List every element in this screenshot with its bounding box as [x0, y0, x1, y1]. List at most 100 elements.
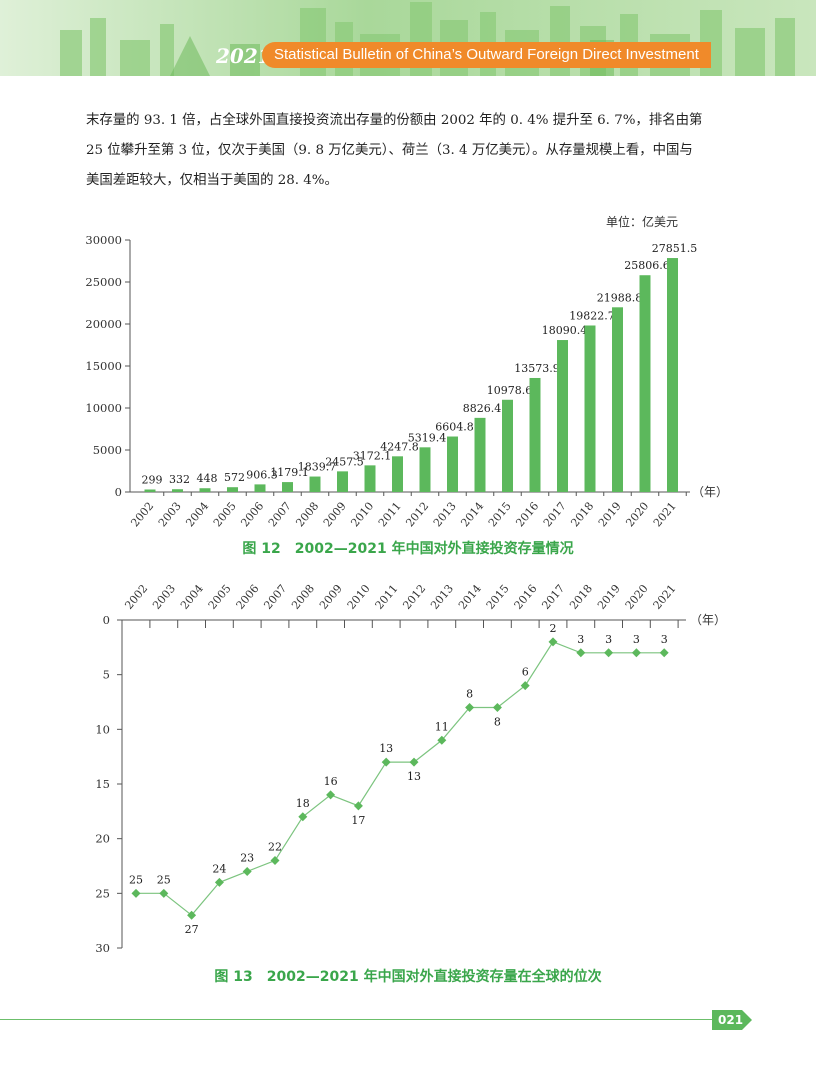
x-unit-label: （年） [692, 485, 728, 499]
x-tick-label: 2013 [431, 500, 459, 530]
x-tick-label: 2014 [456, 582, 484, 612]
x-tick-label: 2016 [512, 582, 540, 612]
bar [612, 307, 623, 492]
rank-value-label: 3 [605, 633, 612, 646]
rank-point [492, 702, 502, 712]
intro-line: 美国差距较大，仅相当于美国的 28. 4%。 [86, 173, 338, 188]
stock-bar-chart: 单位：亿美元 0 5000 10000 15000 20000 25000 30000 （年） 2… [85, 214, 728, 530]
x-tick-label: 2010 [345, 582, 373, 612]
rank-point [187, 910, 197, 920]
x-tick-label: 2020 [623, 582, 651, 612]
bar-value-label: 4247.8 [380, 440, 419, 453]
bar-value-label: 6604.8 [435, 421, 474, 434]
x-tick-label: 2008 [289, 582, 317, 612]
bar-value-label: 10978.6 [487, 384, 533, 397]
x-tick-label: 2003 [150, 582, 178, 612]
rank-value-label: 13 [379, 742, 393, 755]
rank-value-label: 3 [633, 633, 640, 646]
y-tick-label: 0 [103, 613, 110, 627]
x-tick-label: 2007 [261, 582, 289, 612]
bar-value-label: 27851.5 [652, 242, 698, 255]
rank-value-label: 2 [550, 622, 557, 635]
x-tick-label: 2018 [568, 500, 596, 530]
bar [447, 436, 458, 492]
rank-point [381, 757, 391, 767]
bar [282, 482, 293, 492]
bar [419, 447, 431, 492]
intro-paragraph: 末存量的 93. 1 倍，占全球外国直接投资流出存量的份额由 2002 年的 0… [86, 106, 736, 196]
bar [199, 488, 211, 492]
x-tick-label: 2011 [376, 500, 404, 530]
x-tick-label: 2021 [651, 500, 679, 530]
x-tick-label: 2006 [238, 500, 266, 530]
x-tick-label: 2004 [178, 582, 206, 612]
x-tick-label: 2009 [321, 500, 349, 530]
rank-value-label: 25 [129, 873, 143, 886]
bar [584, 325, 596, 492]
x-tick-label: 2012 [403, 500, 431, 530]
y-tick-label: 20000 [85, 317, 122, 331]
x-tick-label: 2016 [513, 500, 541, 530]
bar [254, 484, 266, 492]
rank-point [520, 681, 530, 691]
y-tick-label: 30000 [85, 233, 122, 247]
rank-point [270, 856, 280, 866]
bar [392, 456, 403, 492]
bar [144, 489, 156, 492]
x-tick-label: 2014 [458, 500, 486, 530]
x-tick-label: 2002 [128, 500, 156, 530]
rank-point [159, 888, 169, 898]
figure-12-caption: 图 12 2002—2021 年中国对外直接投资存量情况 [242, 541, 574, 557]
rank-point [604, 648, 614, 658]
x-tick-label: 2012 [400, 582, 428, 612]
x-tick-label: 2013 [428, 582, 456, 612]
y-tick-label: 5000 [93, 443, 122, 457]
x-tick-label: 2015 [484, 582, 512, 612]
rank-value-label: 27 [185, 923, 199, 936]
y-tick-label: 10 [95, 722, 110, 736]
bar-value-label: 448 [197, 472, 218, 485]
rank-point [659, 648, 669, 658]
bar-value-label: 2457.5 [325, 455, 364, 468]
figure-13-caption: 图 13 2002—2021 年中国对外直接投资存量在全球的位次 [214, 969, 602, 985]
y-tick-label: 25 [95, 886, 110, 900]
x-tick-label: 2009 [317, 582, 345, 612]
y-tick-label: 0 [115, 485, 122, 499]
x-tick-label: 2010 [348, 500, 376, 530]
y-tick-label: 15 [95, 777, 110, 791]
rank-value-label: 8 [466, 687, 473, 700]
rank-point [242, 866, 252, 876]
x-tick-label: 2011 [373, 582, 401, 612]
bar [557, 340, 568, 492]
rank-point [131, 888, 141, 898]
rank-point [465, 702, 475, 712]
bar-value-label: 21988.8 [597, 291, 643, 304]
x-unit-label: （年） [690, 613, 726, 627]
rank-value-label: 16 [324, 775, 338, 788]
bar [172, 489, 183, 492]
rank-point [576, 648, 586, 658]
header-title: Statistical Bulletin of China’s Outward … [262, 42, 711, 68]
x-tick-label: 2003 [156, 500, 184, 530]
x-tick-label: 2005 [206, 582, 234, 612]
rank-point [548, 637, 558, 647]
bar-value-label: 332 [169, 473, 190, 486]
x-tick-label: 2019 [596, 500, 624, 530]
x-tick-label: 2002 [122, 582, 150, 612]
rank-point [631, 648, 641, 658]
y-tick-label: 5 [103, 668, 110, 682]
rank-point [326, 790, 336, 800]
rank-value-label: 22 [268, 841, 282, 854]
page-number-tab: 021 [712, 1010, 758, 1030]
bar-value-label: 18090.4 [542, 324, 588, 337]
rank-series-line [136, 641, 665, 917]
bar [364, 465, 376, 492]
intro-line: 25 位攀升至第 3 位，仅次于美国（9. 8 万亿美元）、荷兰（3. 4 万亿… [86, 143, 693, 158]
rank-value-label: 23 [240, 851, 254, 864]
bar [639, 275, 651, 492]
bar [337, 471, 348, 492]
rank-value-label: 17 [351, 814, 365, 827]
x-tick-label: 2006 [234, 582, 262, 612]
x-tick-label: 2015 [486, 500, 514, 530]
